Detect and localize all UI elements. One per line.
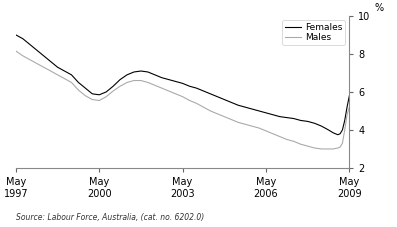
Line: Females: Females <box>16 35 349 135</box>
Females <box>16 35 21 37</box>
Females <box>206 91 210 94</box>
Males <box>275 134 280 137</box>
Text: Source: Labour Force, Australia, (cat. no. 6202.0): Source: Labour Force, Australia, (cat. n… <box>16 213 204 222</box>
Females <box>347 94 352 97</box>
Males <box>30 59 35 62</box>
Females <box>13 34 18 36</box>
Females <box>266 112 271 115</box>
Females <box>30 45 35 48</box>
Line: Males: Males <box>16 51 349 149</box>
Y-axis label: %: % <box>374 3 384 13</box>
Females <box>275 115 280 117</box>
Males <box>347 106 352 109</box>
Males <box>319 148 324 150</box>
Females <box>335 133 340 136</box>
Males <box>206 108 210 111</box>
Females <box>324 127 329 130</box>
Legend: Females, Males: Females, Males <box>282 20 345 45</box>
Males <box>326 148 331 150</box>
Males <box>16 51 21 54</box>
Males <box>13 50 18 52</box>
Males <box>266 131 271 133</box>
